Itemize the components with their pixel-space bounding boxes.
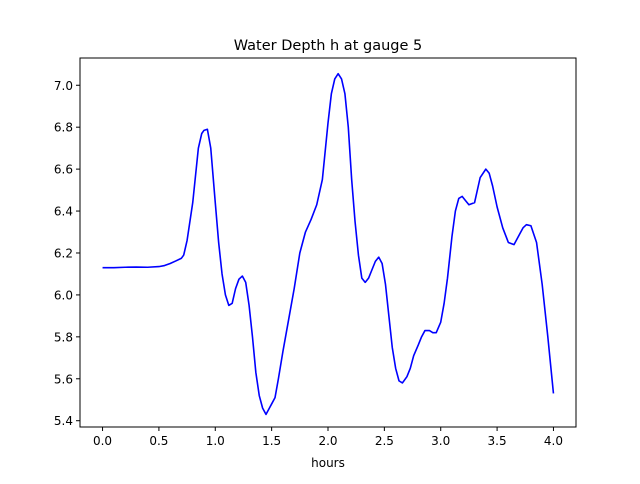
x-tick-label: 0.5 bbox=[149, 434, 168, 448]
x-tick-label: 3.5 bbox=[488, 434, 507, 448]
x-axis-label: hours bbox=[311, 456, 345, 470]
x-tick-label: 4.0 bbox=[544, 434, 563, 448]
y-tick-label: 6.2 bbox=[54, 246, 73, 260]
x-tick-label: 2.5 bbox=[375, 434, 394, 448]
chart-title: Water Depth h at gauge 5 bbox=[234, 38, 422, 54]
x-tick-label: 1.5 bbox=[262, 434, 281, 448]
plot-frame bbox=[79, 57, 577, 428]
y-tick-label: 6.8 bbox=[54, 121, 73, 135]
y-tick-label: 7.0 bbox=[54, 79, 73, 93]
x-tick-label: 0.0 bbox=[93, 434, 112, 448]
y-tick-label: 5.6 bbox=[54, 372, 73, 386]
series-line-0 bbox=[102, 72, 555, 416]
y-tick-label: 5.8 bbox=[54, 330, 73, 344]
x-tick-label: 3.0 bbox=[431, 434, 450, 448]
y-tick-label: 6.4 bbox=[54, 205, 73, 219]
x-axis-ticks: 0.0 0.5 1.0 1.5 2.0 2.5 3.0 3.5 4.0 bbox=[93, 427, 563, 448]
x-tick-label: 1.0 bbox=[206, 434, 225, 448]
series-layer bbox=[102, 72, 555, 416]
y-tick-label: 5.4 bbox=[54, 414, 73, 428]
y-tick-label: 6.0 bbox=[54, 288, 73, 302]
y-tick-label: 6.6 bbox=[54, 163, 73, 177]
y-axis-ticks: 5.4 5.6 5.8 6.0 6.2 6.4 6.6 6.8 7.0 bbox=[54, 79, 80, 428]
x-tick-label: 2.0 bbox=[318, 434, 337, 448]
